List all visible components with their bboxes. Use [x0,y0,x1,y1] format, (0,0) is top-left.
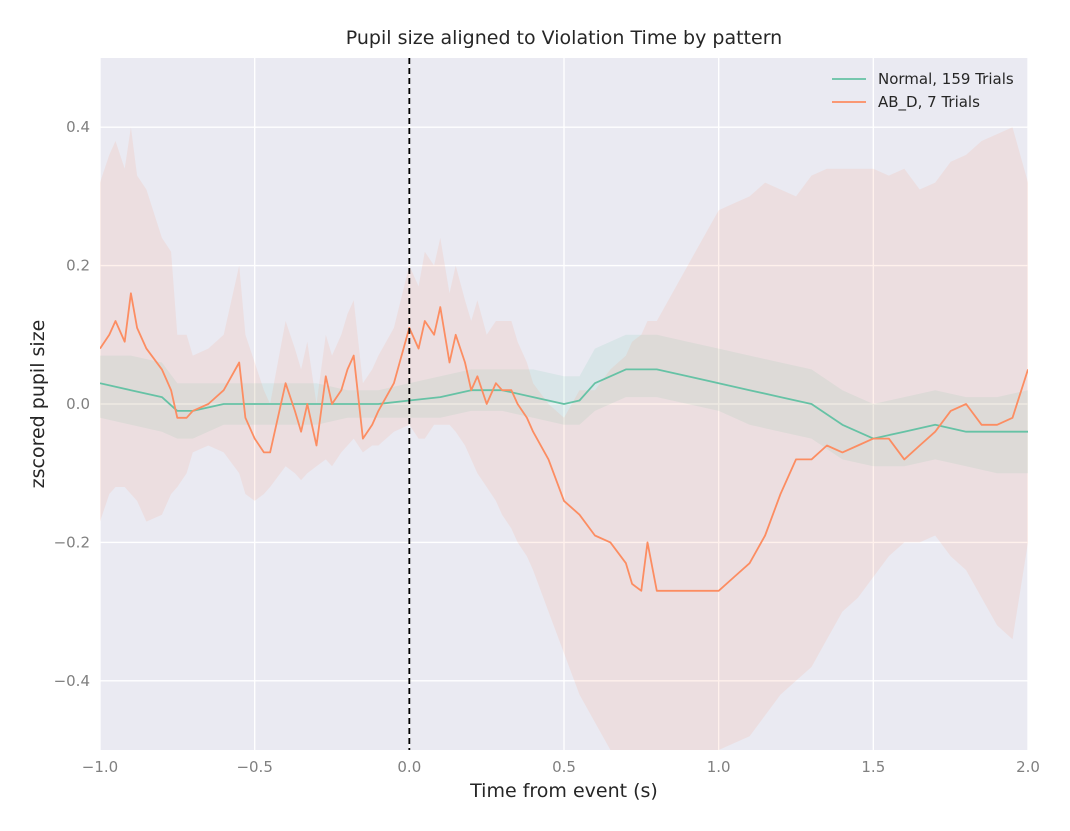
x-tick-label: 2.0 [1016,758,1040,776]
x-tick-label: 1.0 [707,758,731,776]
y-tick-label: −0.2 [54,533,90,551]
series-line-1 [100,368,1028,440]
confidence-band-2 [100,127,1028,750]
y-tick-labels: −0.4 −0.2 0.0 0.2 0.4 [54,118,90,690]
x-tick-labels: −1.0 −0.5 0.0 0.5 1.0 1.5 2.0 [82,758,1040,776]
series-line-2 [100,292,1028,592]
legend-label: AB_D, 7 Trials [878,93,980,112]
legend-label: Normal, 159 Trials [878,70,1014,88]
x-tick-label: 0.5 [552,758,576,776]
y-tick-label: 0.4 [66,118,90,136]
y-tick-label: −0.4 [54,672,90,690]
y-tick-label: 0.0 [66,395,90,413]
x-tick-label: 1.5 [861,758,885,776]
y-axis-label: zscored pupil size [27,320,49,489]
x-tick-label: 0.0 [397,758,421,776]
legend: Normal, 159 Trials AB_D, 7 Trials [832,70,1014,112]
chart-title: Pupil size aligned to Violation Time by … [346,27,782,49]
x-tick-label: −0.5 [236,758,272,776]
x-tick-label: −1.0 [82,758,118,776]
series-lines [100,292,1028,592]
y-tick-label: 0.2 [66,257,90,275]
x-axis-label: Time from event (s) [469,780,658,802]
